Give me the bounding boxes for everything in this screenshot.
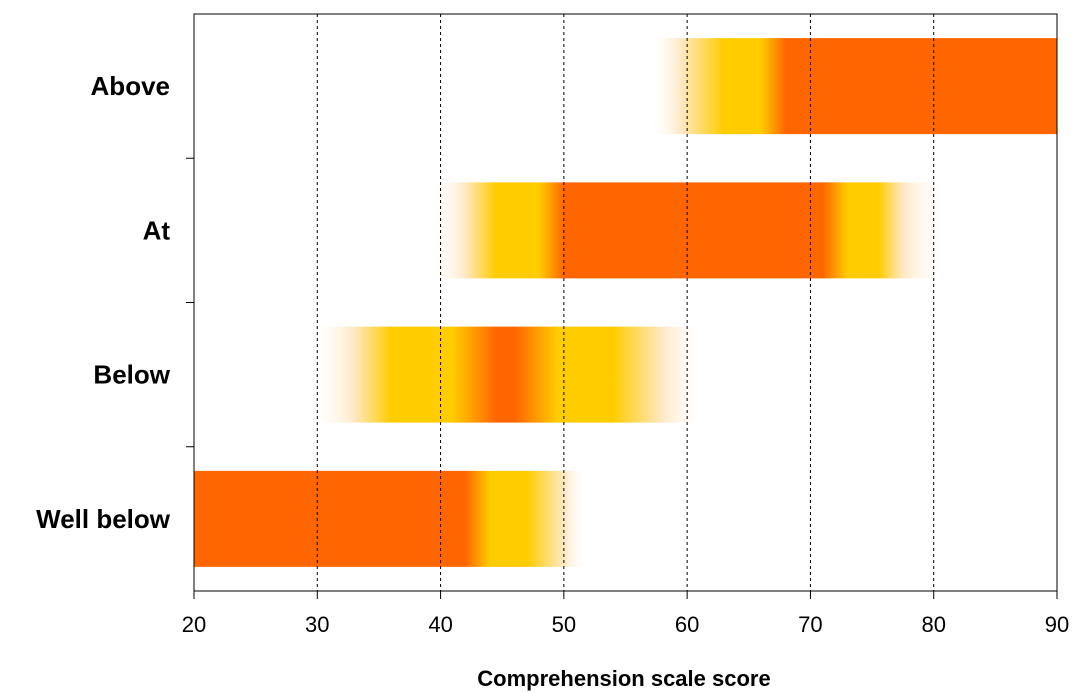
bar-above	[650, 38, 1057, 135]
x-tick-label: 60	[675, 612, 699, 637]
x-axis-title: Comprehension scale score	[477, 666, 770, 691]
x-tick-label: 80	[921, 612, 945, 637]
y-category-label: Well below	[36, 504, 171, 534]
axis-layer: 20 30 40 50 60 70 80 90 Above At Below Well below	[36, 13, 1069, 637]
x-tick-label: 30	[305, 612, 329, 637]
x-tick-label: 20	[182, 612, 206, 637]
y-category-label: At	[143, 215, 171, 245]
bar-below	[311, 326, 706, 423]
y-category-label: Below	[93, 360, 170, 390]
y-category-label: Above	[91, 71, 170, 101]
x-tick-label: 70	[798, 612, 822, 637]
grid-layer	[316, 14, 935, 591]
bars-layer	[194, 38, 1057, 567]
x-tick-label: 40	[428, 612, 452, 637]
bar-well-below	[194, 470, 589, 567]
x-tick-label: 50	[552, 612, 576, 637]
x-tick-label: 90	[1045, 612, 1069, 637]
